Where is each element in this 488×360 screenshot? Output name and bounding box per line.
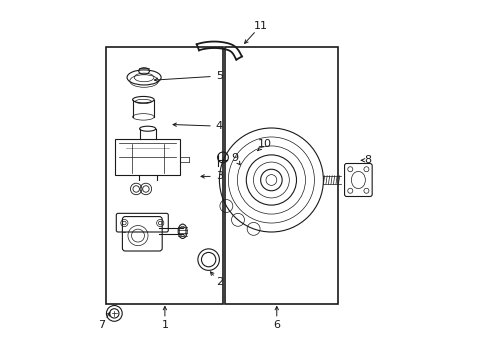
Text: 7: 7 [99, 320, 105, 330]
Bar [224, 47, 337, 304]
Text: 3: 3 [216, 171, 223, 181]
Bar [106, 47, 223, 304]
Text: 10: 10 [257, 139, 271, 149]
Text: 4: 4 [215, 121, 223, 131]
Text: 2: 2 [215, 277, 223, 287]
Text: 1: 1 [161, 320, 168, 330]
Bar [115, 139, 180, 175]
Text: 5: 5 [216, 71, 223, 81]
Text: 11: 11 [253, 21, 267, 31]
Text: 6: 6 [273, 320, 280, 330]
Text: 9: 9 [231, 153, 238, 163]
Text: 8: 8 [364, 155, 371, 165]
